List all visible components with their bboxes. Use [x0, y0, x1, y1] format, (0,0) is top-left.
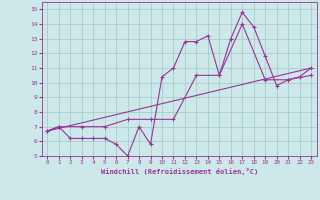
X-axis label: Windchill (Refroidissement éolien,°C): Windchill (Refroidissement éolien,°C)	[100, 168, 258, 175]
